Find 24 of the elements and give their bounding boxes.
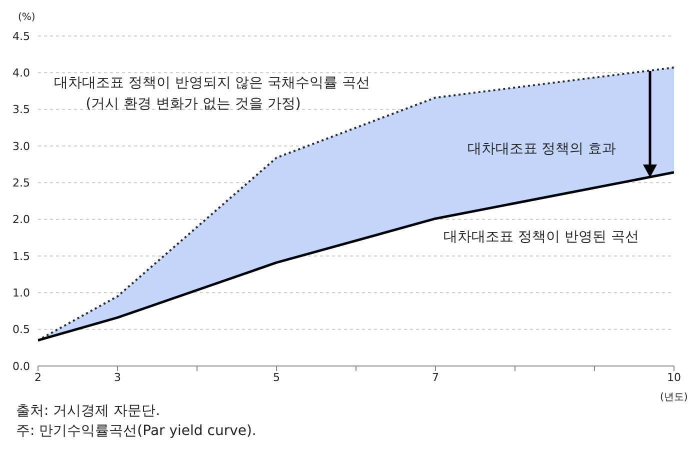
y-tick-label: 1.0 bbox=[12, 286, 30, 300]
x-tick-label: 3 bbox=[114, 370, 121, 384]
y-tick-label: 4.5 bbox=[12, 30, 30, 43]
x-tick-label: 7 bbox=[432, 370, 439, 384]
x-tick-label: 5 bbox=[273, 370, 280, 384]
text: 대차대조표 정책이 반영되지 않은 국채수익률 곡선 bbox=[54, 74, 370, 92]
y-tick-label: 0.5 bbox=[12, 323, 30, 336]
annotation: 대차대조표 정책의 효과 bbox=[467, 140, 616, 158]
y-tick-label: 1.5 bbox=[12, 250, 30, 263]
x-axis-title: (년도) bbox=[660, 391, 688, 404]
source-note: 출처: 거시경제 자문단. bbox=[16, 402, 160, 420]
y-tick-label: 2.5 bbox=[12, 176, 30, 190]
y-tick-label: 3.5 bbox=[12, 103, 30, 116]
y-tick-label: 3.0 bbox=[12, 140, 30, 153]
x-tick-label: 2 bbox=[34, 370, 42, 384]
text: 주: 만기수익률곡선(Par yield curve). bbox=[16, 422, 256, 440]
y-tick-label: 2.0 bbox=[12, 213, 30, 226]
y-tick-label: 4.0 bbox=[12, 66, 30, 80]
series-label: 대차대조표 정책이 반영된 곡선 bbox=[443, 228, 639, 246]
line-series bbox=[38, 171, 674, 342]
y-axis-title: (%) bbox=[18, 12, 36, 23]
y-tick-label: 0.0 bbox=[12, 360, 30, 373]
x-tick-label: 10 bbox=[667, 370, 681, 384]
annotation: (거시 환경 변화가 없는 것을 가정) bbox=[86, 94, 301, 113]
